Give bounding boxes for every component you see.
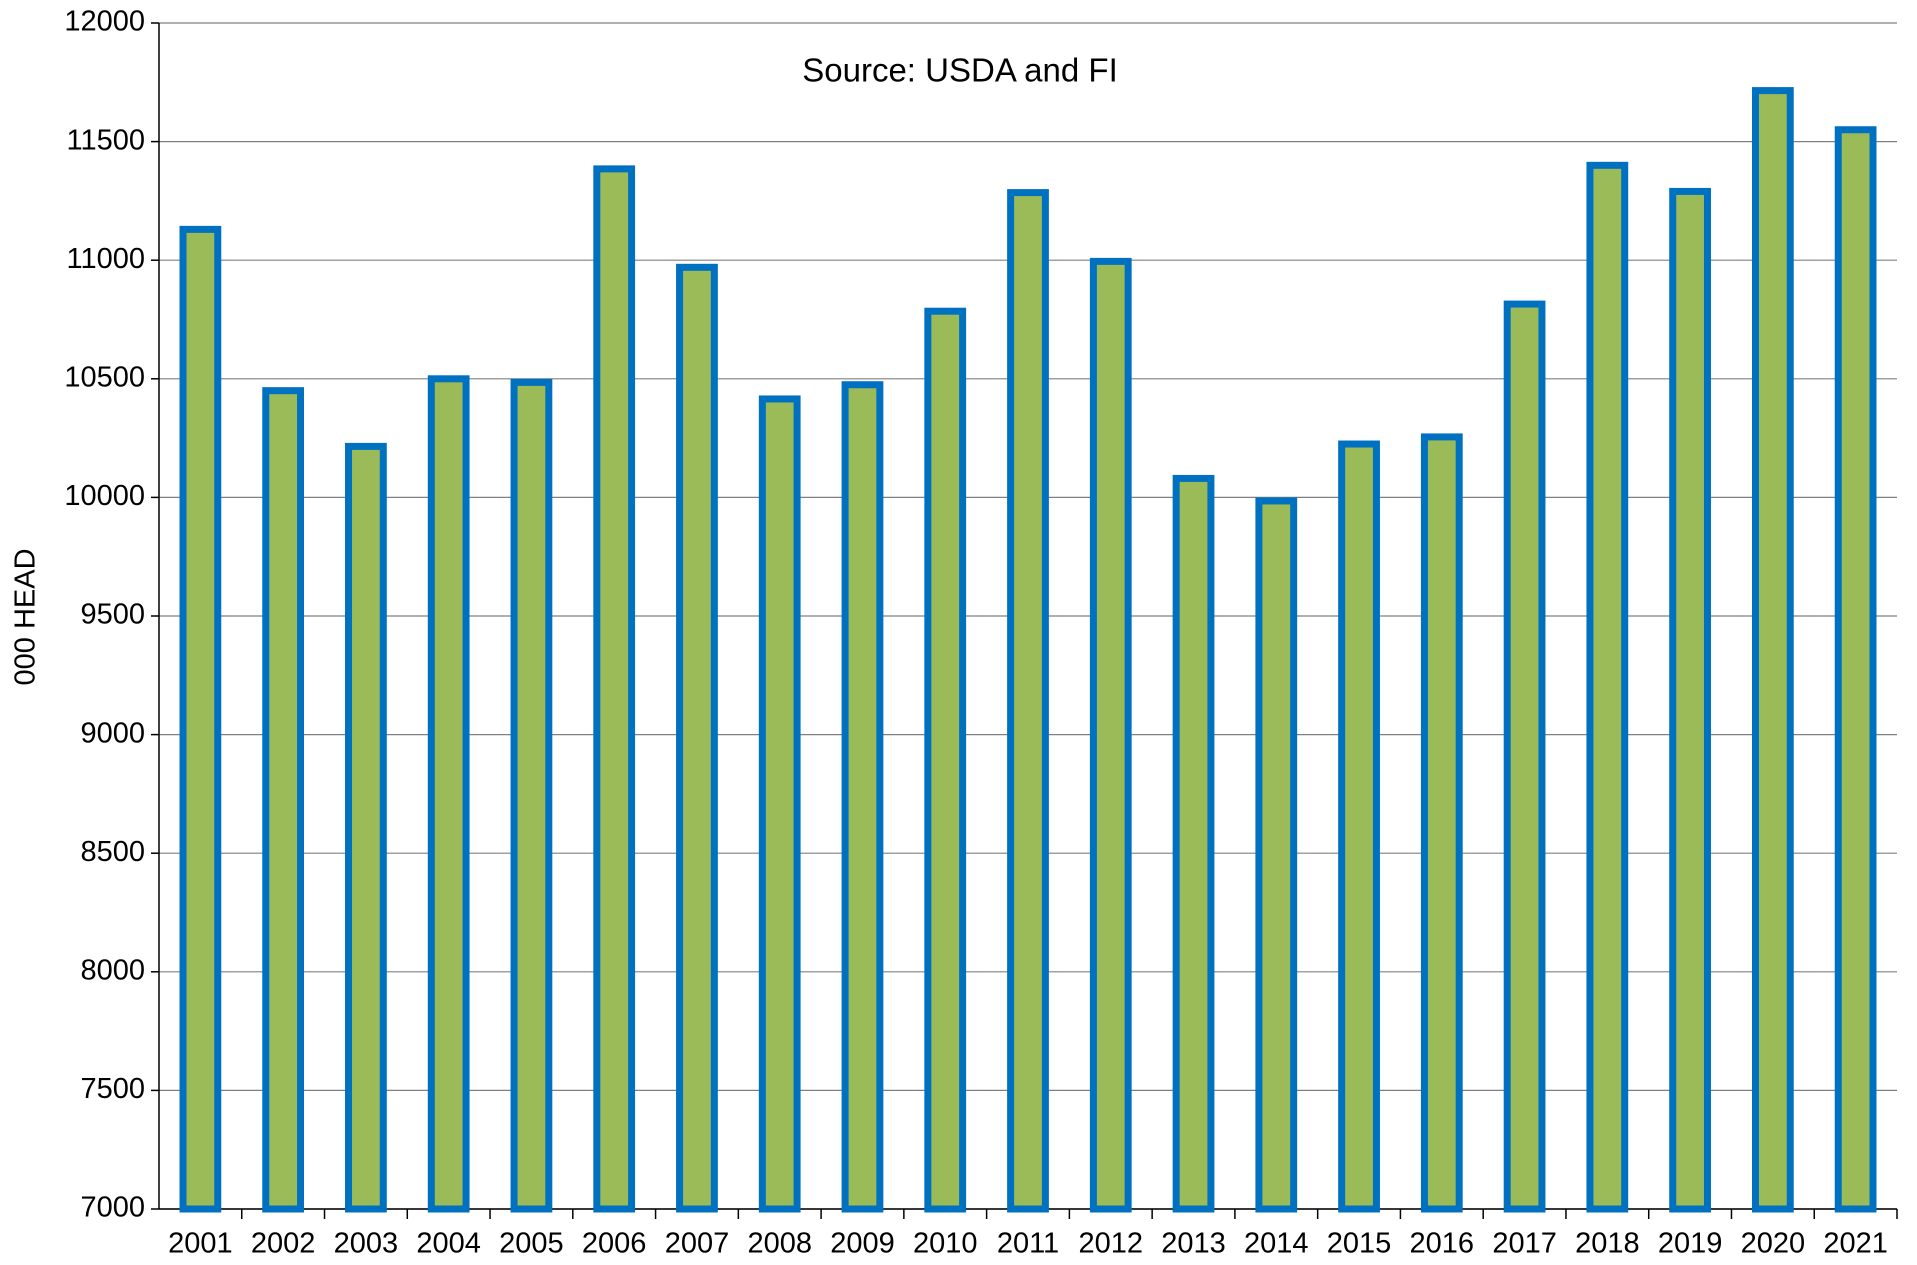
x-tick-label: 2008 xyxy=(747,1228,812,1260)
x-tick-label: 2012 xyxy=(1079,1228,1144,1260)
bar xyxy=(1255,497,1298,1213)
bar xyxy=(427,375,470,1213)
x-tick-label: 2011 xyxy=(997,1228,1059,1260)
bar xyxy=(1089,257,1132,1213)
bar xyxy=(1007,189,1049,1213)
y-tick-label: 10000 xyxy=(64,480,145,512)
bar xyxy=(758,395,801,1213)
x-tick-label: 2007 xyxy=(665,1228,730,1260)
bar xyxy=(1172,474,1215,1213)
x-tick-label: 2019 xyxy=(1658,1228,1723,1260)
x-tick-label: 2021 xyxy=(1823,1228,1888,1260)
bar xyxy=(179,225,222,1213)
x-tick-label: 2018 xyxy=(1575,1228,1640,1260)
y-tick-label: 8000 xyxy=(80,954,145,986)
y-tick-label: 8500 xyxy=(80,836,145,868)
bar xyxy=(924,307,967,1213)
x-tick-label: 2006 xyxy=(582,1228,647,1260)
x-tick-label: 2001 xyxy=(168,1228,233,1260)
x-tick-label: 2002 xyxy=(251,1228,316,1260)
x-tick-label: 2014 xyxy=(1244,1228,1309,1260)
bar xyxy=(1503,300,1546,1213)
y-axis-label: 000 HEAD xyxy=(10,548,42,685)
x-tick-label: 2013 xyxy=(1161,1228,1226,1260)
bar xyxy=(345,442,387,1213)
y-tick-label: 9500 xyxy=(80,599,145,631)
y-tick-label: 12000 xyxy=(64,6,145,38)
x-tick-label: 2015 xyxy=(1327,1228,1392,1260)
x-tick-label: 2010 xyxy=(913,1228,978,1260)
y-tick-label: 7000 xyxy=(80,1192,145,1224)
y-tick-label: 9000 xyxy=(80,717,145,749)
bar xyxy=(676,263,718,1213)
bar xyxy=(510,378,553,1213)
x-tick-label: 2020 xyxy=(1741,1228,1806,1260)
bar xyxy=(841,381,884,1213)
y-tick-label: 11000 xyxy=(67,243,146,275)
bar xyxy=(262,387,305,1213)
y-tick-label: 7500 xyxy=(80,1073,145,1105)
annotation: Source: USDA and FI xyxy=(802,52,1117,89)
bar xyxy=(1751,87,1794,1213)
bar xyxy=(1834,126,1877,1213)
bar xyxy=(1669,187,1711,1213)
x-tick-label: 2005 xyxy=(499,1228,564,1260)
y-tick-label: 11500 xyxy=(67,124,146,156)
bar xyxy=(593,165,636,1213)
x-tick-label: 2003 xyxy=(334,1228,399,1260)
x-tick-label: 2009 xyxy=(830,1228,895,1260)
bar xyxy=(1420,433,1463,1213)
bar xyxy=(1338,440,1380,1213)
x-tick-label: 2004 xyxy=(416,1228,481,1260)
y-tick-label: 10500 xyxy=(64,361,145,393)
x-tick-label: 2017 xyxy=(1492,1228,1557,1260)
x-tick-label: 2016 xyxy=(1410,1228,1475,1260)
bar xyxy=(1586,161,1629,1213)
